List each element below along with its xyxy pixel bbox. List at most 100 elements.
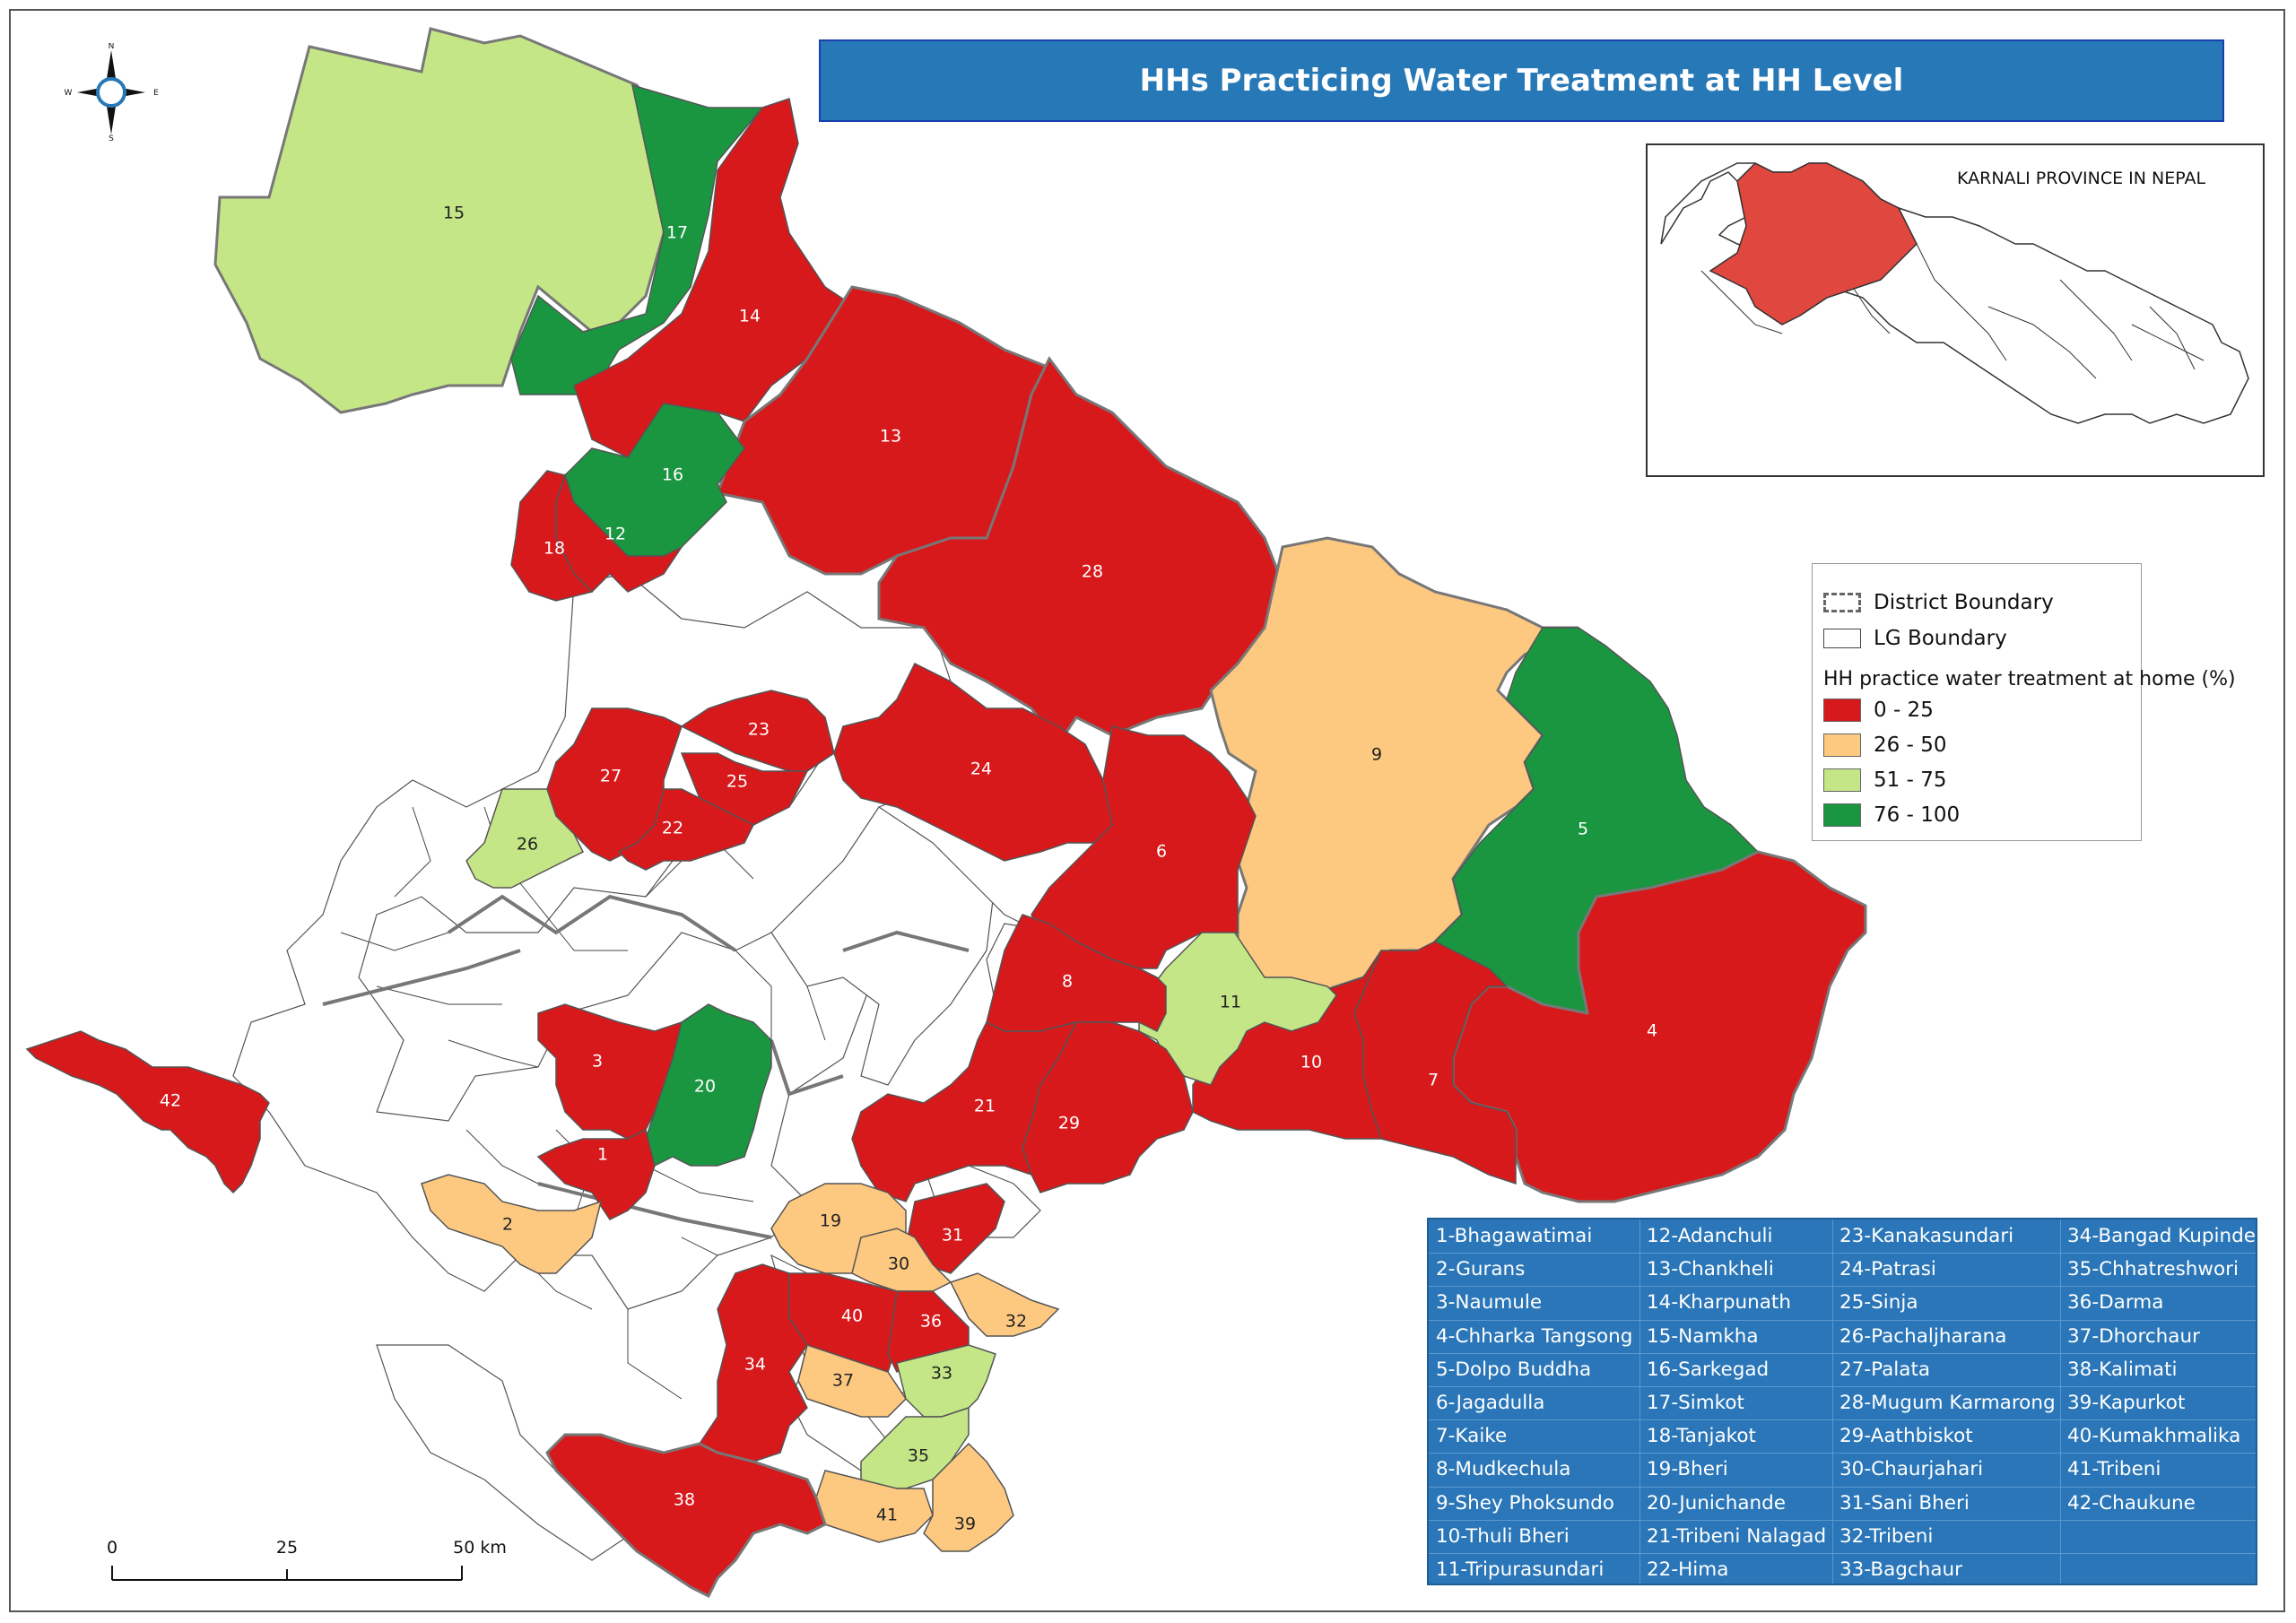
table-cell: 11-Tripurasundari [1436,1558,1605,1581]
map-label-15: 15 [443,204,465,223]
table-cell: 1-Bhagawatimai [1436,1225,1593,1247]
map-label-24: 24 [970,759,992,779]
table-row-divider [1429,1253,2256,1254]
legend-district-boundary: District Boundary [1823,591,2054,614]
map-label-3: 3 [592,1052,603,1072]
map-label-14: 14 [739,307,761,326]
table-row-divider [1429,1486,2256,1488]
legend-district-boundary-label: District Boundary [1874,591,2054,614]
table-cell: 24-Patrasi [1839,1258,1936,1281]
table-cell: 3-Naumule [1436,1291,1543,1315]
table-cell: 12-Adanchuli [1647,1225,1773,1247]
table-cell: 28-Mugum Karmarong [1839,1392,2056,1414]
table-cell: 4-Chharka Tangsong [1436,1324,1633,1348]
table-cell: 25-Sinja [1839,1291,1918,1315]
map-label-6: 6 [1156,842,1167,862]
table-row-divider [1429,1286,2256,1288]
table-cell: 26-Pachaljharana [1839,1324,2007,1348]
map-label-19: 19 [820,1211,841,1231]
map-label-11: 11 [1220,993,1241,1012]
table-col-divider [1832,1219,1833,1584]
map-label-8: 8 [1062,972,1073,992]
table-cell: 9-Shey Phoksundo [1436,1491,1614,1515]
map-label-26: 26 [517,835,538,855]
table-row-divider [1429,1419,2256,1421]
table-cell: 23-Kanakasundari [1839,1225,2014,1247]
map-label-4: 4 [1647,1021,1657,1041]
map-label-2: 2 [502,1215,513,1235]
map-label-38: 38 [674,1490,695,1510]
scale-bar: 0 25 50 km [107,1538,507,1581]
map-label-33: 33 [931,1364,952,1384]
table-cell: 35-Chhatreshwori [2067,1258,2239,1281]
district-boundary-swatch [1823,593,1861,612]
table-cell: 40-Kumakhmalika [2067,1425,2241,1448]
map-label-29: 29 [1058,1114,1080,1133]
scale-label-0: 0 [107,1538,117,1558]
legend-class-label: 51 - 75 [1874,768,1947,792]
table-row-divider [1429,1319,2256,1321]
table-cell: 8-Mudkechula [1436,1458,1571,1481]
legend-lg-boundary-label: LG Boundary [1874,627,2007,650]
map-label-1: 1 [597,1145,608,1165]
map-label-22: 22 [662,819,683,838]
map-label-37: 37 [832,1371,854,1391]
map-label-10: 10 [1300,1053,1322,1072]
table-cell: 17-Simkot [1647,1392,1744,1414]
table-col-divider [2060,1219,2061,1584]
legend-swatch [1823,803,1861,827]
map-label-34: 34 [744,1355,766,1375]
table-cell: 15-Namkha [1647,1324,1759,1348]
table-cell: 19-Bheri [1647,1458,1728,1481]
map-label-40: 40 [841,1306,863,1326]
lg-index-table: 1-Bhagawatimai 2-Gurans 3-Naumule 4-Chharka… [1427,1218,2257,1585]
map-label-12: 12 [604,525,626,544]
legend-class-label: 0 - 25 [1874,699,1934,722]
table-row-divider [1429,1553,2256,1554]
map-label-25: 25 [726,772,748,792]
map-label-39: 39 [954,1515,976,1534]
table-cell: 10-Thuli Bheri [1436,1524,1570,1548]
table-row-divider [1429,1519,2256,1521]
legend-swatch [1823,699,1861,722]
map-unit-labels: 1234567891011121314151617181920212223242… [160,204,1657,1534]
lg-boundary-swatch [1823,629,1861,648]
table-cell: 5-Dolpo Buddha [1436,1358,1592,1381]
table-cell: 32-Tribeni [1839,1524,1934,1548]
north-arrow-icon: N S E W [65,43,160,142]
scale-label-25: 25 [276,1538,298,1558]
table-row-divider [1429,1453,2256,1454]
legend-class-1: 26 - 50 [1823,733,1946,757]
table-cell: 36-Darma [2067,1291,2164,1315]
nepal-outline [1660,162,2249,424]
map-frame [9,9,2285,1612]
map-label-13: 13 [880,427,901,447]
map-label-36: 36 [920,1312,942,1332]
map-label-30: 30 [888,1254,909,1274]
table-cell: 6-Jagadulla [1436,1392,1545,1414]
table-row-divider [1429,1386,2256,1387]
legend-lg-boundary: LG Boundary [1823,627,2007,650]
legend-class-0: 0 - 25 [1823,699,1934,722]
map-label-16: 16 [662,465,683,485]
map-label-35: 35 [908,1446,929,1466]
table-cell: 33-Bagchaur [1839,1558,1963,1581]
table-cell: 27-Palata [1839,1358,1931,1381]
map-label-23: 23 [748,720,770,740]
table-cell: 2-Gurans [1436,1258,1526,1281]
table-cell: 18-Tanjakot [1647,1425,1756,1448]
table-cell: 21-Tribeni Nalagad [1647,1524,1827,1548]
legend-swatch [1823,733,1861,757]
legend-class-label: 76 - 100 [1874,803,1961,827]
map-label-28: 28 [1082,562,1103,582]
map-label-32: 32 [1005,1312,1027,1332]
compass-s: S [109,135,114,142]
map-label-20: 20 [694,1077,716,1097]
inset-map: KARNALI PROVINCE IN NEPAL [1646,143,2265,477]
table-cell: 37-Dhorchaur [2067,1324,2200,1348]
map-label-41: 41 [876,1506,898,1525]
map-label-42: 42 [160,1091,181,1111]
table-cell: 31-Sani Bheri [1839,1491,1970,1515]
legend-heading: HH practice water treatment at home (%) [1823,668,2236,690]
